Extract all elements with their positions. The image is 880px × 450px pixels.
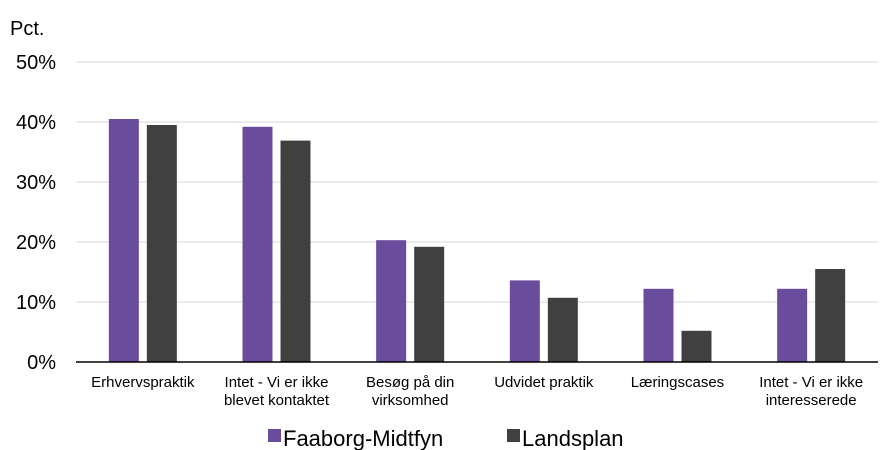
- x-tick-label: Intet - Vi er ikke blevet kontaktet: [224, 374, 330, 409]
- y-tick-label: 30%: [16, 172, 56, 194]
- gridlines: [76, 61, 878, 303]
- legend-label: Faaborg-Midtfyn: [283, 426, 443, 450]
- legend: Faaborg-Midtfyn Landsplan: [268, 426, 624, 450]
- bar-landsplan: [414, 246, 445, 362]
- legend-label: Landsplan: [522, 426, 624, 450]
- bar-landsplan: [280, 140, 311, 362]
- y-tick-label: 10%: [16, 292, 56, 314]
- legend-swatch: [507, 429, 520, 442]
- bar-faaborg-midtfyn: [777, 288, 808, 362]
- y-tick-label: 40%: [16, 112, 56, 134]
- bar-landsplan: [815, 269, 846, 362]
- x-axis-labels: Erhvervspraktik Intet - Vi er ikke blevet …: [91, 374, 863, 409]
- bar-faaborg-midtfyn: [108, 119, 139, 362]
- y-tick-label: 0%: [27, 352, 56, 374]
- x-tick-label: Besøg på din virksomhed: [366, 374, 454, 409]
- y-axis-ticks: 0% 10% 20% 30% 40% 50%: [16, 52, 56, 374]
- bar-landsplan: [146, 125, 177, 362]
- bar-faaborg-midtfyn: [509, 280, 540, 362]
- bar-faaborg-midtfyn: [376, 240, 407, 362]
- legend-swatch: [268, 429, 281, 442]
- y-tick-label: 50%: [16, 52, 56, 74]
- x-tick-label: Erhvervspraktik: [91, 374, 195, 391]
- x-tick-label: Læringscases: [631, 374, 724, 391]
- bar-faaborg-midtfyn: [242, 126, 273, 362]
- bar-landsplan: [547, 297, 578, 362]
- x-tick-label: Udvidet praktik: [494, 374, 594, 391]
- y-unit-label: Pct.: [10, 18, 45, 40]
- bar-faaborg-midtfyn: [643, 288, 674, 362]
- bars: [108, 119, 846, 362]
- y-tick-label: 20%: [16, 232, 56, 254]
- x-tick-label: Intet - Vi er ikke interesserede: [759, 374, 863, 409]
- bar-landsplan: [681, 330, 712, 362]
